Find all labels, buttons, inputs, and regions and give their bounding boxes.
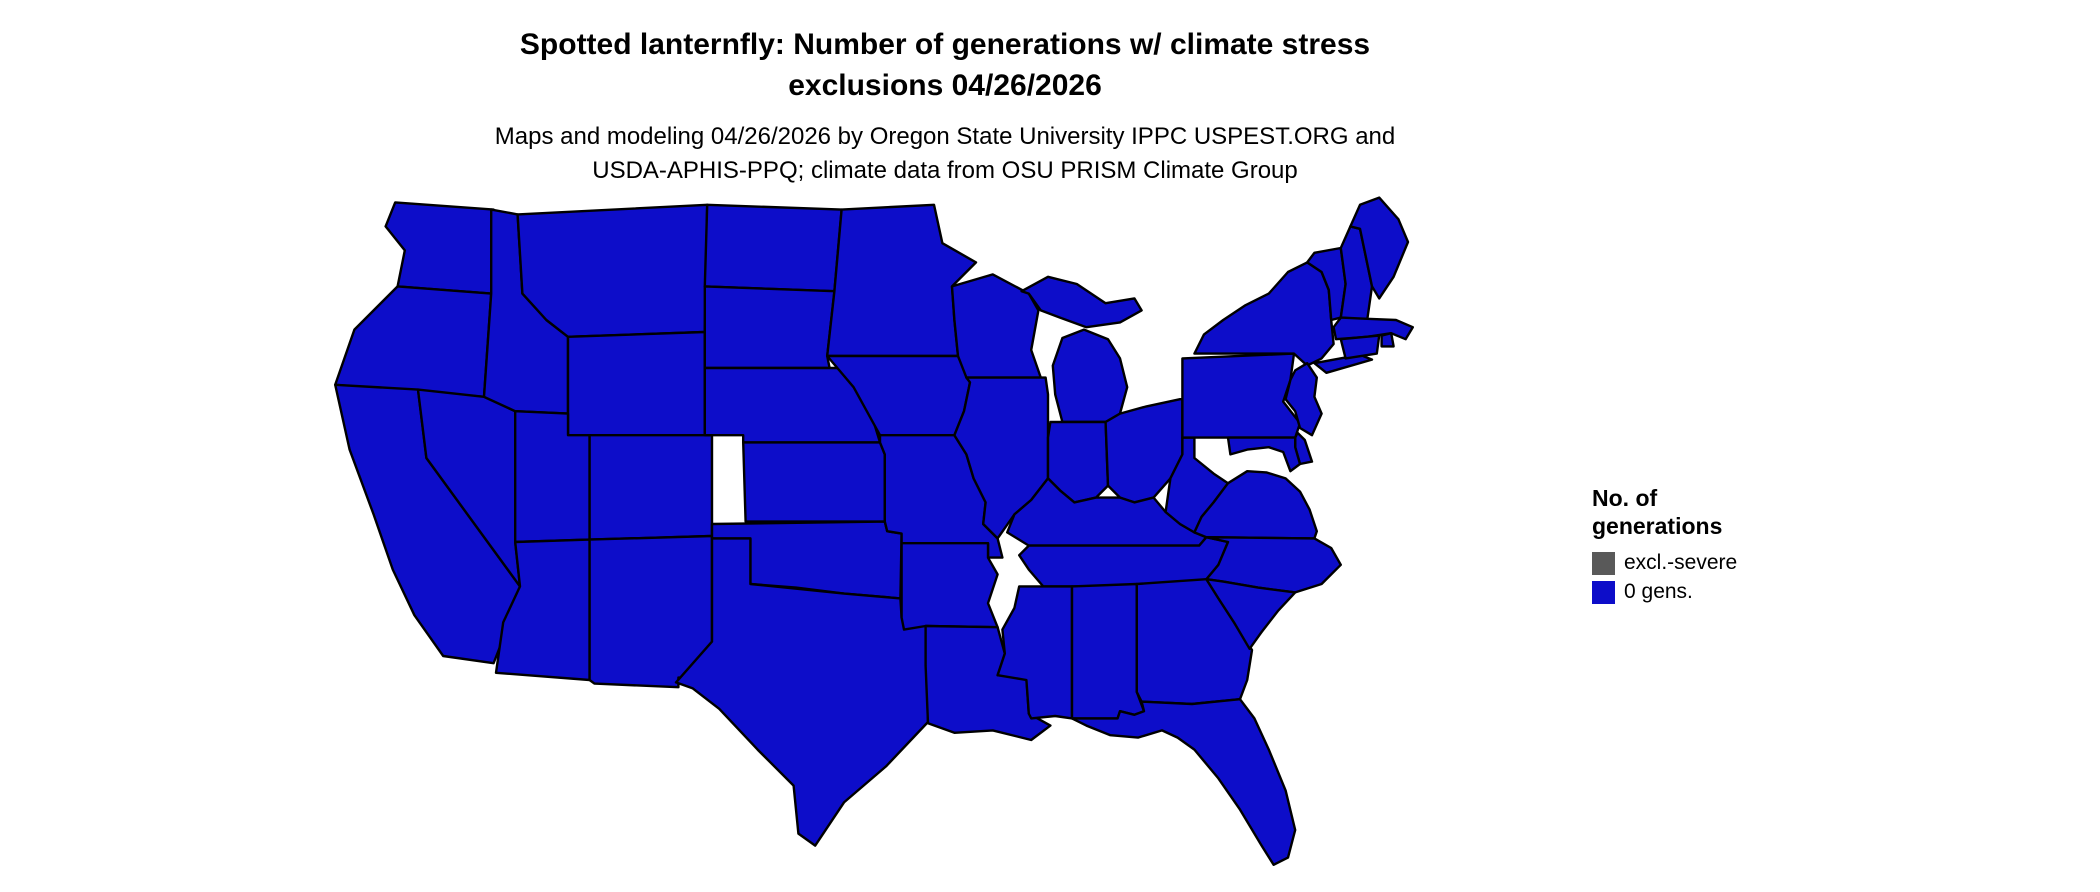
state-wi <box>950 273 1042 379</box>
state-ct <box>1339 334 1381 360</box>
state-or <box>334 285 493 398</box>
legend-item-label: 0 gens. <box>1624 580 1693 603</box>
state-ks <box>742 441 886 523</box>
legend-swatch <box>1592 580 1615 604</box>
chart-title-line2: exclusions 04/26/2026 <box>788 69 1102 102</box>
legend-swatch <box>1592 551 1615 575</box>
us-choropleth-map <box>334 196 1414 866</box>
legend-items: excl.-severe 0 gens. <box>1592 550 1737 605</box>
legend-item-label: excl.-severe <box>1624 551 1738 574</box>
state-co <box>588 434 714 541</box>
chart-title: Spotted lanternfly: Number of generation… <box>0 24 1890 106</box>
state-ar <box>900 542 999 631</box>
state-sd <box>703 285 836 370</box>
state-me <box>1349 196 1410 300</box>
legend-title-line1: No. of <box>1592 485 1658 511</box>
legend-item: 0 gens. <box>1592 579 1737 605</box>
state-va <box>1193 470 1318 540</box>
state-nj <box>1284 362 1323 437</box>
chart-subtitle: Maps and modeling 04/26/2026 by Oregon S… <box>0 120 1890 188</box>
state-mn <box>825 203 978 358</box>
state-fl <box>1070 697 1297 866</box>
state-al <box>1070 582 1146 720</box>
legend: No. of generations excl.-severe 0 gens. <box>1592 484 1737 608</box>
legend-title-line2: generations <box>1592 513 1723 539</box>
state-nd <box>703 203 843 293</box>
state-wa <box>384 201 495 295</box>
state-il <box>953 376 1050 540</box>
legend-item: excl.-severe <box>1592 550 1737 576</box>
state-mt <box>516 203 709 338</box>
chart-subtitle-line1: Maps and modeling 04/26/2026 by Oregon S… <box>494 123 1396 150</box>
state-tx <box>674 537 930 847</box>
legend-title: No. of generations <box>1592 484 1737 540</box>
chart-subtitle-line2: USDA-APHIS-PPQ; climate data from OSU PR… <box>592 157 1298 184</box>
chart-title-line1: Spotted lanternfly: Number of generation… <box>519 28 1371 61</box>
state-ri <box>1380 332 1395 348</box>
state-wy <box>566 330 706 437</box>
state-pa <box>1181 352 1302 439</box>
state-md <box>1226 436 1302 473</box>
state-sc <box>1205 578 1297 650</box>
